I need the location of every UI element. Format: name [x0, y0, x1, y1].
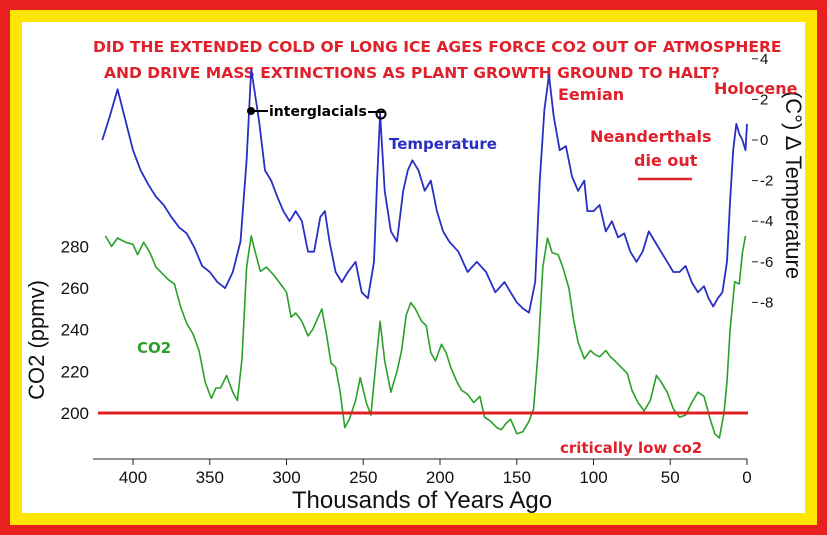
chart-background [22, 22, 805, 513]
x-tick-label: 50 [661, 468, 680, 487]
x-tick-label: 300 [272, 468, 300, 487]
y-right-tick-label: -2 [760, 173, 773, 190]
x-tick-label: 200 [426, 468, 454, 487]
holocene-label: Holocene [714, 79, 798, 98]
x-tick-label: 0 [742, 468, 751, 487]
y-right-tick-label: -8 [760, 294, 773, 311]
die-out-label: die out [634, 151, 698, 170]
y-right-axis-ticks: 4 2 0 -2 -4 -6 -8 [752, 51, 773, 311]
x-tick-label: 250 [349, 468, 377, 487]
interglacials-label: interglacials [269, 104, 367, 120]
chart-title-line-2: AND DRIVE MASS EXTINCTIONS AS PLANT GROW… [104, 64, 720, 82]
y-left-tick-label: 220 [61, 362, 89, 381]
x-tick-label: 150 [503, 468, 531, 487]
y-right-tick-label: 4 [760, 51, 768, 68]
co2-series-label: CO2 [137, 339, 171, 357]
y-right-tick-label: 2 [760, 91, 768, 108]
temperature-series-label: Temperature [389, 135, 497, 153]
x-axis-ticks: 400 350 300 250 200 150 100 50 0 [119, 459, 752, 487]
co2-series-line [104, 235, 747, 439]
y-left-axis-ticks: 280 260 240 220 200 [61, 237, 89, 423]
x-axis-label: Thousands of Years Ago [292, 487, 552, 514]
y-left-tick-label: 260 [61, 279, 89, 298]
x-tick-label: 100 [579, 468, 607, 487]
y-left-axis-label: CO2 (ppmv) [24, 280, 49, 400]
y-left-tick-label: 240 [61, 321, 89, 340]
y-right-axis-label: (C°) ∆ Temperature [781, 91, 806, 279]
y-right-tick-label: -4 [760, 213, 773, 230]
interglacials-annotation: interglacials [247, 104, 387, 120]
interglacials-marker-right [375, 108, 387, 120]
eemian-label: Eemian [558, 85, 624, 104]
y-left-tick-label: 200 [61, 404, 89, 423]
interglacials-marker-left [247, 107, 255, 115]
y-right-tick-label: -6 [760, 254, 773, 271]
series-group [101, 68, 748, 439]
neanderthals-label: Neanderthals [590, 127, 711, 146]
temperature-series-line [101, 68, 748, 314]
critically-low-co2-label: critically low co2 [560, 439, 702, 457]
chart-title-line-1: DID THE EXTENDED COLD OF LONG ICE AGES F… [93, 38, 782, 56]
y-right-tick-label: 0 [760, 132, 768, 149]
y-left-tick-label: 280 [61, 237, 89, 256]
x-tick-label: 400 [119, 468, 147, 487]
x-tick-label: 350 [196, 468, 224, 487]
